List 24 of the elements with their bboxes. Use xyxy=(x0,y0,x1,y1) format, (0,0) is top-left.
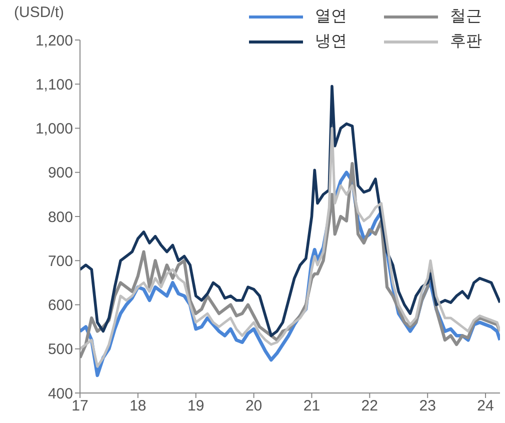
y-tick-label: 900 xyxy=(48,164,73,182)
x-tick-label: 19 xyxy=(188,398,204,415)
legend-label: 철근 xyxy=(450,7,482,27)
y-tick-label: 1,100 xyxy=(35,76,73,94)
x-tick-label: 20 xyxy=(245,398,262,415)
y-tick-label: 500 xyxy=(48,341,73,358)
y-tick-label: 400 xyxy=(48,385,73,402)
y-axis-title: (USD/t) xyxy=(14,4,64,21)
x-tick-label: 24 xyxy=(477,398,494,415)
y-tick-label: 1,000 xyxy=(35,120,73,138)
x-tick-label: 17 xyxy=(72,398,88,415)
x-tick-label: 22 xyxy=(361,398,378,415)
y-tick-label: 1,200 xyxy=(35,32,73,50)
legend-label: 냉연 xyxy=(315,32,347,52)
legend-label: 후판 xyxy=(450,32,482,52)
line-series xyxy=(80,127,500,368)
legend-label: 열연 xyxy=(315,7,347,27)
x-tick-label: 21 xyxy=(303,398,320,415)
y-tick-label: 700 xyxy=(48,252,73,270)
y-tick-label: 800 xyxy=(48,208,73,226)
line-series xyxy=(80,84,500,338)
x-tick-label: 18 xyxy=(130,398,146,415)
y-tick-label: 600 xyxy=(48,297,73,314)
x-tick-label: 23 xyxy=(419,398,436,415)
